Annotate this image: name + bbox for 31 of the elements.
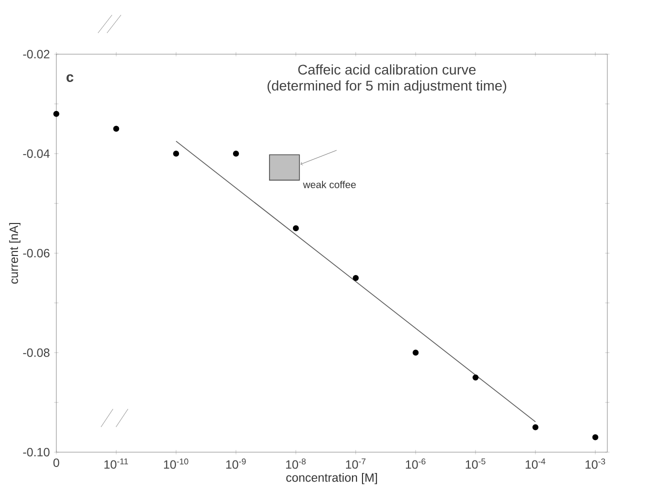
point	[412, 350, 419, 356]
point	[292, 225, 299, 232]
y-tick-label: -0.06	[23, 248, 50, 258]
y-tick-label: -0.02	[23, 50, 50, 58]
x-axis-title: concentration [M]	[286, 472, 377, 484]
point	[53, 110, 60, 117]
y-tick-label: -0.04	[23, 149, 50, 158]
point	[472, 374, 479, 381]
point	[592, 434, 598, 440]
x-tick-label: 10$^{-11}$	[104, 458, 128, 469]
y-tick-label: -0.08	[23, 348, 50, 357]
point	[352, 275, 359, 282]
text: (determined for 5 min adjustment time)	[268, 80, 506, 94]
x-tick-label: 10$^{-5}$	[466, 458, 486, 469]
x-tick-label: 0	[53, 458, 60, 467]
x-tick-label: 10$^{-6}$	[406, 458, 426, 469]
annotation: weak coffee	[303, 180, 356, 188]
annotation: c	[66, 74, 74, 82]
x-tick-label: 10$^{-8}$	[286, 458, 306, 469]
x-tick-label: 10$^{-3}$	[586, 458, 606, 469]
y-axis-title: current [nA]	[9, 223, 20, 284]
point	[173, 150, 180, 157]
x-tick-label: 10$^{-10}$	[164, 458, 188, 469]
x-tick-label: 10$^{-9}$	[226, 458, 246, 469]
text: Caffeic acid calibration curve	[298, 64, 476, 75]
point	[532, 424, 538, 430]
x-tick-label: 10$^{-7}$	[346, 458, 366, 469]
point	[113, 126, 120, 132]
y-tick-label: -0.10	[23, 448, 50, 456]
x-tick-label: 10$^{-4}$	[526, 458, 546, 469]
point	[232, 150, 239, 157]
